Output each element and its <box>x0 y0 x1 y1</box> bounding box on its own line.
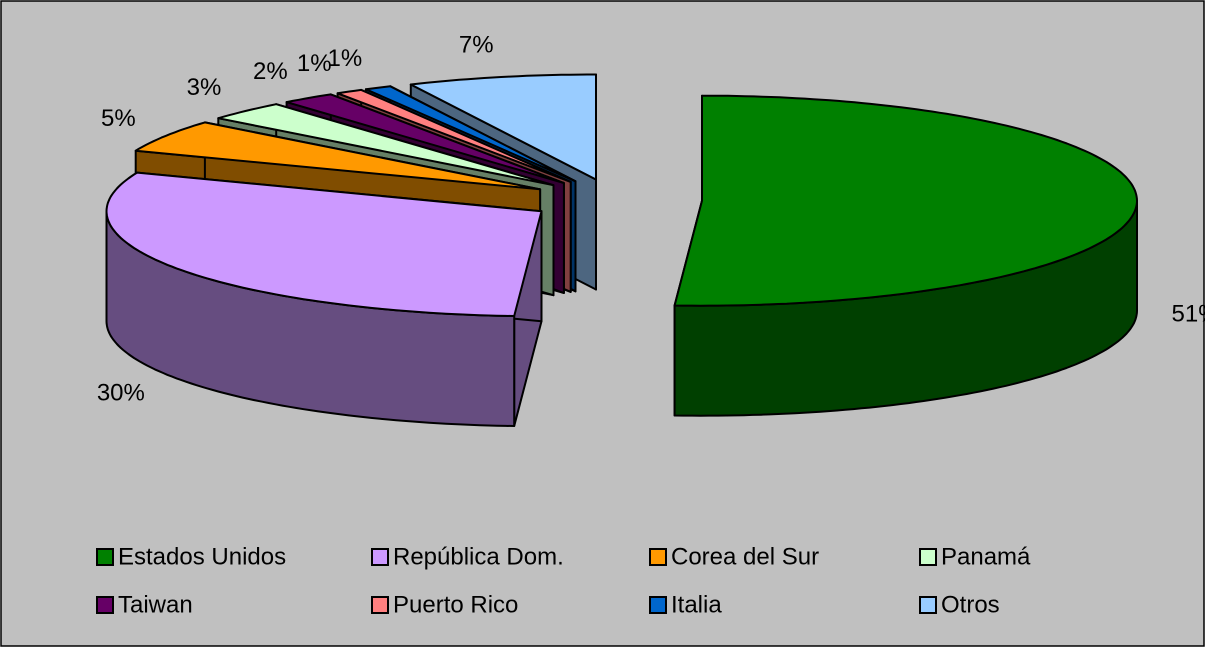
slice <box>285 93 565 184</box>
legend-label: Italia <box>671 591 722 618</box>
data-label: 30% <box>97 380 145 407</box>
legend-swatch <box>649 548 667 566</box>
legend-swatch <box>649 596 667 614</box>
legend-label: República Dom. <box>393 543 564 570</box>
data-label: 7% <box>459 32 494 59</box>
slice <box>336 88 572 183</box>
legend-swatch <box>96 548 114 566</box>
data-label: 1% <box>297 50 332 77</box>
legend-swatch <box>371 548 389 566</box>
legend-swatch <box>919 596 937 614</box>
slice <box>134 121 542 191</box>
slice <box>217 103 555 187</box>
data-label: 3% <box>187 74 222 101</box>
slice <box>673 94 1138 307</box>
data-label: 5% <box>101 105 136 132</box>
legend-label: Taiwan <box>118 591 193 618</box>
legend-swatch <box>371 596 389 614</box>
legend-label: Otros <box>941 591 1000 618</box>
legend-label: Panamá <box>941 543 1031 570</box>
legend-swatch <box>96 596 114 614</box>
slice <box>105 171 543 317</box>
data-label: 51% <box>1172 300 1205 327</box>
slice <box>364 85 577 183</box>
slice <box>409 73 597 181</box>
legend-label: Estados Unidos <box>118 543 286 570</box>
data-label: 2% <box>253 58 288 85</box>
legend-label: Corea del Sur <box>671 543 819 570</box>
legend-label: Puerto Rico <box>393 591 518 618</box>
legend-swatch <box>919 548 937 566</box>
data-label: 1% <box>328 45 363 72</box>
